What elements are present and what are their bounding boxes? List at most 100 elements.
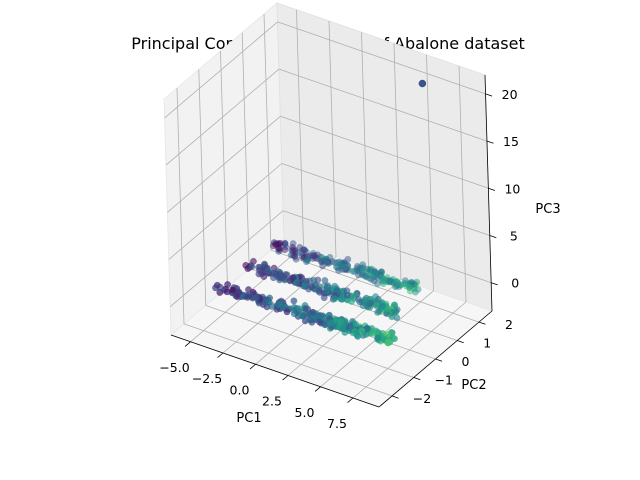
data-point [281,246,289,254]
x-gridline-back [393,43,402,280]
data-point [373,302,380,309]
data-point [394,280,402,288]
data-point [300,246,308,254]
x-axis-line [170,334,380,408]
y-gridline-floor [205,305,414,378]
data-point [307,282,315,290]
z-gridline-back [283,210,492,284]
data-point [374,334,382,342]
y-tick-mark [435,358,443,362]
data-point [366,300,374,307]
data-point [358,327,366,335]
data-point [235,288,243,296]
z-tick-label: 15 [503,134,519,149]
y-tick-mark [413,377,421,381]
data-point [348,297,356,305]
data-point [355,271,362,279]
data-point [216,289,224,296]
data-point [256,266,263,274]
data-point [360,267,368,275]
data-point [308,318,316,326]
x-axis-label: PC1 [236,411,261,426]
data-point [374,280,381,288]
data-point [296,305,304,313]
data-point [343,291,351,299]
z-tick-label: 0 [511,276,519,291]
data-point [304,254,312,262]
y-gridline-left [198,69,207,306]
y-tick-mark [391,395,399,399]
data-point [341,263,349,271]
data-point [336,258,344,266]
x-tick-label: −5.0 [159,360,189,375]
data-point [268,302,276,310]
data-point [354,332,362,340]
data-point [272,240,280,248]
x-tick-mark [249,363,256,370]
z-gridline-back [278,68,488,142]
data-point [403,282,410,290]
data-point [388,313,396,321]
data-point [411,288,419,296]
data-point [286,277,294,285]
x-gridline-back [426,54,434,291]
data-point [322,255,330,263]
data-point [316,318,323,326]
y-gridline-left [176,87,185,324]
z-gridline-left [168,163,283,260]
data-point [283,271,291,279]
data-point [290,297,298,305]
x-tick-label: 7.5 [327,416,347,431]
data-point [245,286,252,294]
data-point [379,302,387,310]
data-point [276,273,284,281]
data-point [248,263,256,271]
x-tick-mark [282,375,289,381]
data-point [379,280,387,288]
data-point [333,286,341,294]
scatter-points [212,79,427,347]
data-point [262,296,270,304]
z-gridline-left [164,21,278,119]
data-point [374,308,382,316]
x-gridline-back [328,20,337,258]
y-tick-label: 2 [505,317,513,332]
data-point [356,298,364,306]
z-tick-mark [485,93,493,97]
x-tick-label: −2.5 [192,371,222,386]
data-point [323,287,331,295]
x-tick-mark [184,341,191,347]
x-tick-label: 0.0 [230,382,250,397]
z-gridline-back [280,115,489,189]
data-point [213,281,221,289]
data-point [223,288,231,296]
z-tick-mark [488,187,496,191]
data-point [224,281,232,288]
y-gridline-left [263,14,272,251]
data-point [244,293,251,301]
data-point [384,338,392,346]
data-point [291,252,299,260]
z-tick-label: 20 [502,87,518,102]
x-gridline-back [361,32,369,269]
data-point [378,273,386,281]
outlier-point [418,79,427,88]
x-tick-mark [314,386,321,392]
data-point [331,295,339,303]
z-axis-label: PC3 [535,202,560,217]
z-tick-mark [489,235,497,239]
y-tick-label: −1 [435,373,453,388]
data-point [252,294,260,302]
z-tick-label: 10 [504,181,520,196]
z-gridline-back [281,163,490,236]
z-tick-mark [486,140,494,144]
data-point [327,319,335,327]
z-gridline-left [167,115,281,213]
x-tick-mark [217,352,224,358]
y-gridline-left [220,50,228,288]
y-tick-label: 1 [483,336,491,351]
x-gridline-back [296,9,304,246]
data-point [260,273,268,281]
